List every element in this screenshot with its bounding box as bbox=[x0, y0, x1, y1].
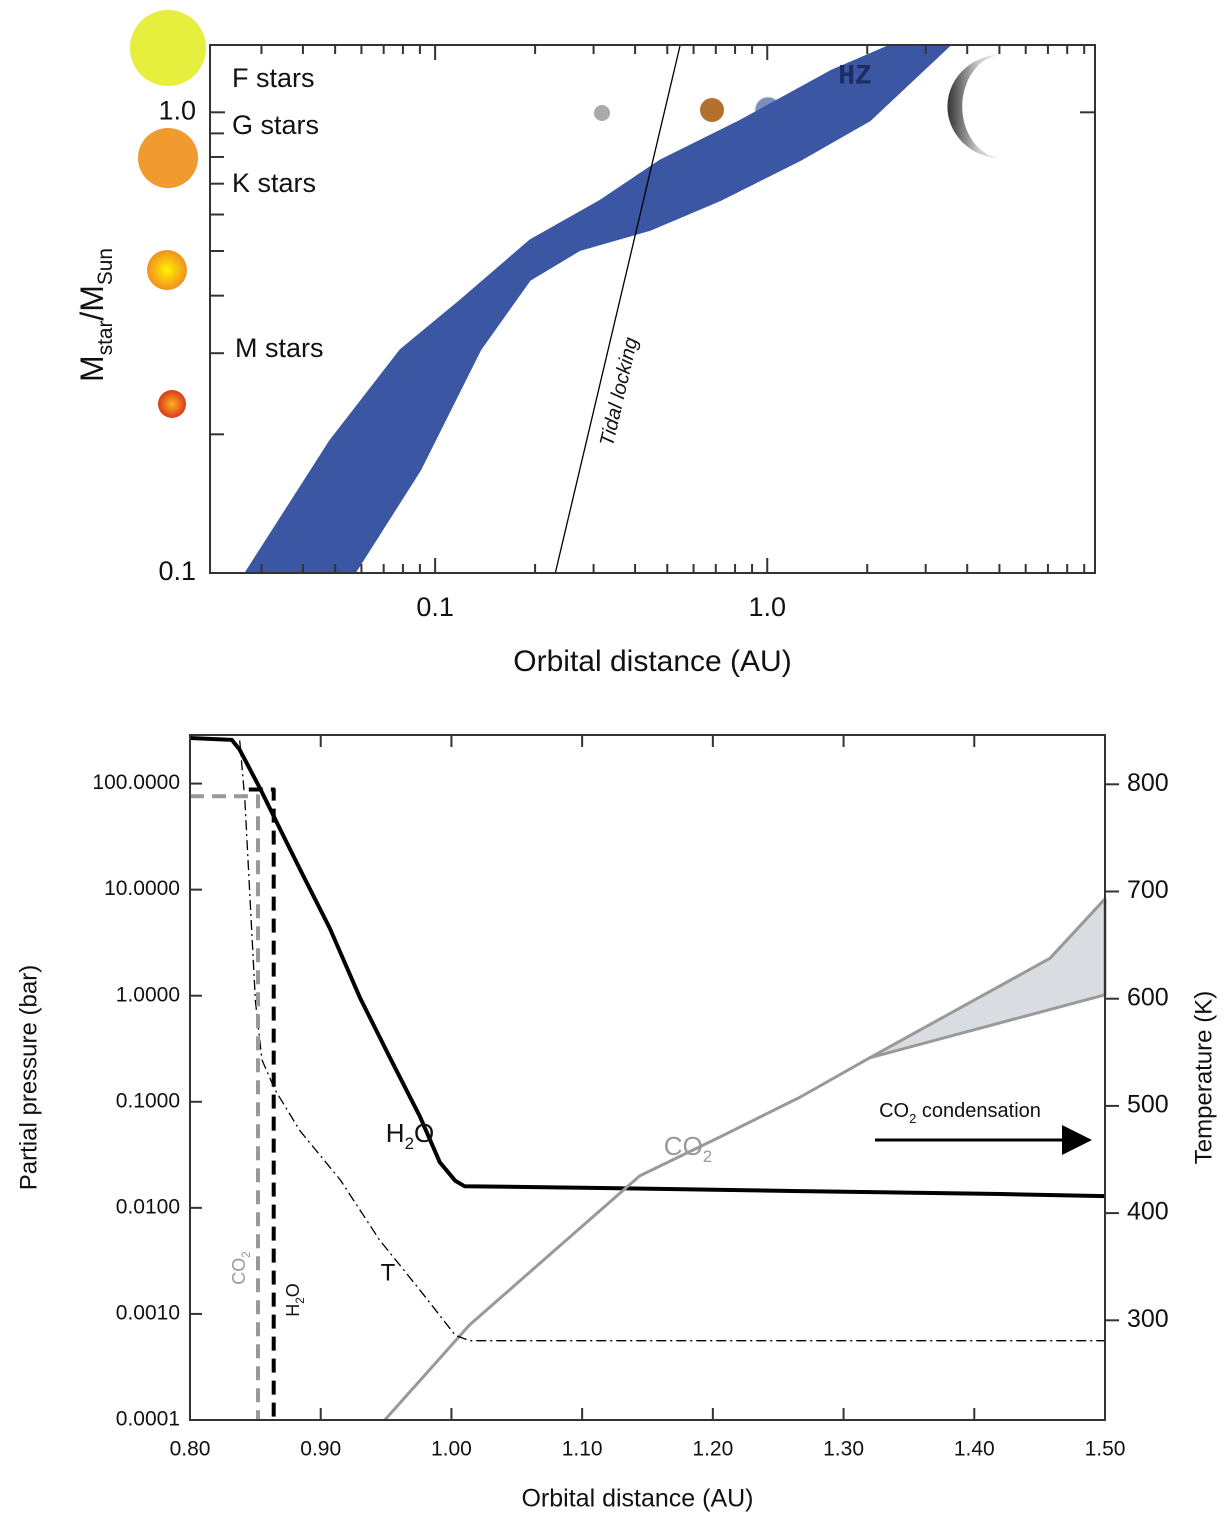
y-tick-label: 0.0100 bbox=[116, 1195, 180, 1218]
line bbox=[190, 794, 260, 1420]
planet-icon bbox=[594, 105, 610, 121]
line bbox=[383, 1056, 871, 1421]
text-part: H bbox=[386, 1118, 405, 1148]
line bbox=[554, 44, 681, 574]
line bbox=[239, 740, 1105, 1342]
x-tick-label: 1.40 bbox=[954, 1438, 995, 1461]
annotation: CO2 condensation bbox=[879, 1100, 1041, 1126]
annotation: HZ bbox=[838, 61, 872, 92]
x-tick-label: 1.50 bbox=[1085, 1438, 1126, 1461]
annotation: CO2 bbox=[229, 1251, 253, 1285]
annotation: M stars bbox=[235, 333, 324, 363]
text-part: H bbox=[283, 1304, 303, 1317]
x-tick-label: 1.00 bbox=[431, 1438, 472, 1461]
annotation: K stars bbox=[232, 168, 316, 198]
subscript: 2 bbox=[294, 1297, 307, 1304]
chart-pressure-distance: 0.80 0.90 1.00 1.10 1.20 1.30 1.40 1.50 0.0001 0.… bbox=[15, 734, 1217, 1513]
annotations: HZ Tidal locking H2O CO2 T CO2 H2O CO2 c… bbox=[229, 61, 1041, 1316]
text-part: CO bbox=[879, 1100, 909, 1122]
y2-tick-label: 700 bbox=[1127, 876, 1169, 904]
y2-tick-label: 600 bbox=[1127, 983, 1169, 1011]
y2-axis-label: Temperature (K) bbox=[1190, 991, 1217, 1164]
line bbox=[248, 787, 276, 1420]
y2-tick-label: 500 bbox=[1127, 1091, 1169, 1119]
text-part: CO bbox=[664, 1131, 703, 1161]
y2-tick-label: 300 bbox=[1127, 1305, 1169, 1333]
x-axis-label: Orbital distance (AU) bbox=[513, 645, 791, 678]
area bbox=[244, 44, 952, 574]
subscript: Sun bbox=[94, 248, 117, 285]
subscript: 2 bbox=[703, 1147, 712, 1166]
x-tick-label: 1.10 bbox=[562, 1438, 603, 1461]
annotation: CO2 bbox=[664, 1131, 712, 1166]
star-icon-g bbox=[138, 128, 198, 188]
text-part: M bbox=[74, 355, 110, 382]
x-tick-label: 0.80 bbox=[170, 1438, 211, 1461]
y-tick-label: 0.1 bbox=[158, 556, 196, 586]
subscript: star bbox=[94, 321, 117, 356]
x-tick-label: 1.30 bbox=[823, 1438, 864, 1461]
y2-tick-label: 400 bbox=[1127, 1198, 1169, 1226]
subscript: 2 bbox=[405, 1134, 414, 1153]
annotation: G stars bbox=[232, 110, 319, 140]
annotation: H2O bbox=[386, 1118, 434, 1153]
annotation: H2O bbox=[283, 1283, 307, 1317]
y-axis-label: Mstar/MSun bbox=[74, 248, 117, 382]
y-tick-label: 100.0000 bbox=[92, 771, 180, 794]
x-tick-label: 1.20 bbox=[692, 1438, 733, 1461]
star-icon-f bbox=[130, 10, 206, 86]
text-part: O bbox=[283, 1283, 303, 1297]
y-tick-label: 1.0 bbox=[158, 95, 196, 125]
y-tick-label: 10.0000 bbox=[104, 877, 180, 900]
text-part: CO bbox=[229, 1258, 249, 1285]
y-tick-label: 0.0010 bbox=[116, 1301, 180, 1324]
planet-icon bbox=[947, 54, 1010, 159]
x-tick-label: 1.0 bbox=[748, 592, 786, 622]
subscript: 2 bbox=[240, 1251, 253, 1258]
plot-frame bbox=[189, 734, 1106, 1421]
y2-tick-label: 800 bbox=[1127, 769, 1169, 797]
text-part: /M bbox=[74, 285, 110, 321]
x-tick-label: 0.90 bbox=[300, 1438, 341, 1461]
annotation: Tidal locking bbox=[596, 335, 642, 448]
line bbox=[189, 736, 1106, 1199]
star-icon-m bbox=[158, 390, 186, 418]
annotation: F stars bbox=[232, 63, 315, 93]
annotation: T bbox=[381, 1259, 396, 1286]
area bbox=[868, 897, 1107, 1060]
plot-frame bbox=[209, 44, 1096, 574]
y-tick-label: 0.0001 bbox=[116, 1408, 180, 1431]
star-icon-k bbox=[147, 250, 187, 290]
x-axis-label: Orbital distance (AU) bbox=[521, 1485, 753, 1513]
x-tick-label: 0.1 bbox=[416, 592, 454, 622]
text-part: O bbox=[414, 1118, 434, 1148]
text-part: condensation bbox=[916, 1100, 1041, 1122]
y-tick-label: 0.1000 bbox=[116, 1089, 180, 1112]
planet-icon bbox=[700, 98, 724, 122]
subscript: 2 bbox=[909, 1111, 916, 1126]
y-axis-label: Partial pressure (bar) bbox=[15, 965, 42, 1190]
chart-mass-distance: F stars G stars K stars M stars 0.1 1.0 0.… bbox=[74, 10, 1096, 678]
y-tick-label: 1.0000 bbox=[116, 983, 180, 1006]
